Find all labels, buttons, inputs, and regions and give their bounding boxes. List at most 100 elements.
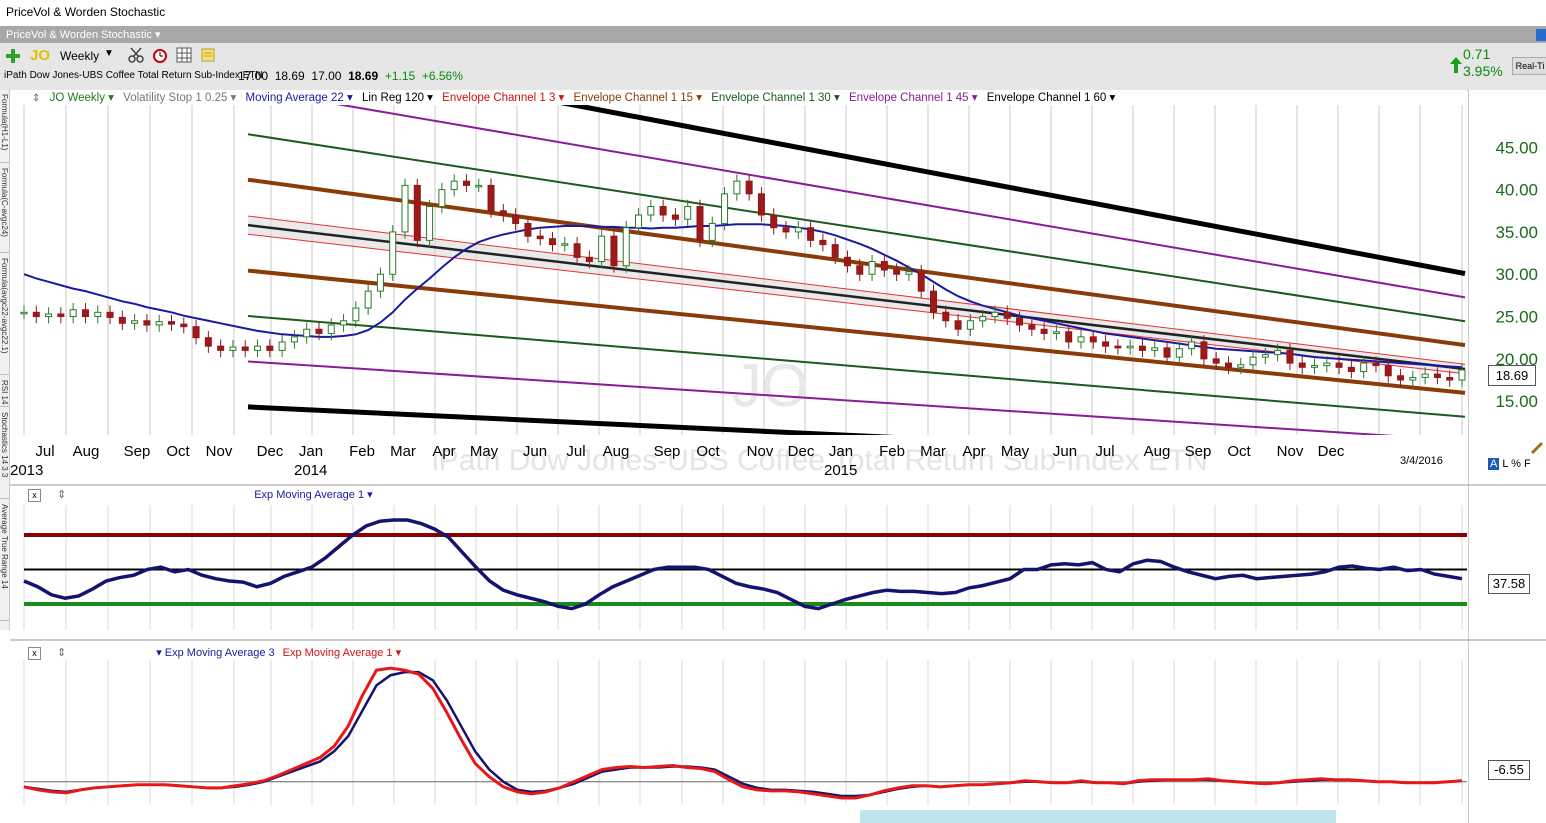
legend-envelope-15[interactable]: Envelope Channel 1 15 ▾	[573, 92, 703, 104]
candle-body	[1065, 331, 1073, 343]
last-date-label: 3/4/2016	[1400, 455, 1443, 467]
panel3-legend-b[interactable]: Exp Moving Average 1	[282, 647, 393, 659]
legend-envelope-3[interactable]: Envelope Channel 1 3 ▾	[442, 92, 565, 104]
candle-body	[966, 320, 974, 330]
candle-body	[1298, 362, 1306, 368]
candle-body	[1151, 347, 1159, 351]
candle-body	[905, 271, 913, 275]
month-label: Oct	[1227, 443, 1251, 460]
candle-body	[1274, 349, 1282, 356]
panel2-drag-icon[interactable]: ⇕	[57, 489, 67, 501]
candle-body	[1446, 376, 1454, 381]
year-label: 2015	[824, 462, 857, 479]
candle-body	[1237, 364, 1245, 368]
candle-body	[831, 244, 839, 258]
candle-body	[192, 326, 200, 339]
legend-lin-reg[interactable]: Lin Reg 120 ▾	[361, 92, 433, 104]
candle-body	[942, 311, 950, 322]
legend-jo-weekly[interactable]: JO Weekly ▾	[49, 92, 114, 104]
legend-envelope-30[interactable]: Envelope Channel 1 30 ▾	[711, 92, 840, 104]
blue-flag-icon	[1536, 29, 1546, 41]
candle-body	[278, 341, 286, 351]
note-icon[interactable]	[200, 47, 216, 63]
sidetab-rsi[interactable]: RSI 14	[0, 376, 9, 407]
price-axis-panel	[1468, 90, 1546, 823]
panel2-legend[interactable]: Exp Moving Average 1 ▾	[254, 489, 373, 501]
candle-body	[475, 184, 483, 188]
envelope-line	[247, 268, 1466, 395]
year-label: 2014	[294, 462, 327, 479]
envelope-line	[247, 177, 1466, 348]
sidetab-formula-3[interactable]: Formula(avgc22-avgc22.1)	[0, 254, 9, 375]
envelope-line	[247, 233, 1466, 375]
axis-mode-buttons[interactable]: A L % F	[1488, 458, 1531, 470]
axis-mode-a[interactable]: A	[1488, 458, 1500, 470]
axis-mode-rest[interactable]: L % F	[1502, 458, 1531, 470]
sidetab-atr[interactable]: Average True Range 14	[0, 500, 9, 621]
legend-moving-average[interactable]: Moving Average 22 ▾	[245, 92, 353, 104]
candle-body	[1261, 354, 1269, 358]
candle-body	[487, 184, 495, 212]
panel2-close-button[interactable]: x	[28, 489, 41, 502]
scissors-icon[interactable]	[128, 47, 144, 63]
candle-body	[868, 261, 876, 275]
month-label: Jun	[1053, 443, 1077, 460]
candle-body	[413, 184, 421, 241]
candle-body	[1102, 341, 1110, 347]
legend-envelope-45[interactable]: Envelope Channel 1 45 ▾	[849, 92, 978, 104]
candle-body	[757, 193, 765, 216]
month-label: Dec	[788, 443, 815, 460]
candle-body	[180, 323, 188, 328]
month-label: Nov	[747, 443, 774, 460]
candle-body	[376, 273, 384, 292]
layout-selector[interactable]: PriceVol & Worden Stochastic ▾	[6, 29, 161, 41]
pencil-icon[interactable]	[1530, 441, 1544, 455]
candle-body	[1126, 345, 1134, 349]
panel3-close-button[interactable]: x	[28, 647, 41, 660]
candle-body	[622, 227, 630, 267]
candle-body	[659, 206, 667, 216]
month-label: Mar	[390, 443, 416, 460]
candle-body	[917, 271, 925, 292]
add-icon[interactable]	[5, 48, 21, 64]
period-dropdown[interactable]: Weekly	[60, 49, 100, 63]
candle-body	[1003, 311, 1011, 319]
candle-body	[954, 320, 962, 330]
month-label: Apr	[432, 443, 455, 460]
candle-body	[1028, 324, 1036, 330]
candle-body	[684, 206, 692, 220]
envelope-line	[247, 360, 1395, 435]
candle-body	[696, 206, 704, 241]
candle-body	[1384, 365, 1392, 377]
candle-body	[143, 320, 151, 326]
candle-body	[561, 243, 569, 246]
alarm-icon[interactable]	[152, 47, 168, 63]
panel3-header: x ⇕ ▾ Exp Moving Average 3 Exp Moving Avera…	[28, 646, 401, 660]
month-label: Aug	[73, 443, 100, 460]
legend-volatility-stop[interactable]: Volatility Stop 1 0.25 ▾	[123, 92, 237, 104]
grid-icon[interactable]	[176, 47, 192, 63]
sidetab-formula-2[interactable]: Formula(C-avgc24)	[0, 164, 9, 253]
candle-body	[524, 222, 532, 237]
side-change: 0.71 3.95%	[1463, 46, 1503, 80]
sidetab-formula-1[interactable]: Formula(H1-L1)	[0, 90, 9, 163]
legend-envelope-60[interactable]: Envelope Channel 1 60 ▾	[986, 92, 1116, 104]
realtime-button[interactable]: Real-Ti	[1512, 57, 1546, 75]
chevron-down-icon[interactable]: ▼	[104, 48, 114, 59]
high-value: 18.69	[274, 69, 305, 83]
horizontal-scrollbar[interactable]	[860, 810, 1336, 823]
candle-body	[426, 206, 434, 241]
candle-body	[671, 214, 679, 220]
panel3-drag-icon[interactable]: ⇕	[57, 647, 67, 659]
sidetab-stochastics[interactable]: Stochastics 14 3 3	[0, 408, 9, 499]
candle-body	[94, 311, 102, 318]
symbol-label[interactable]: JO	[30, 47, 51, 64]
candle-body	[794, 227, 802, 233]
candle-body	[635, 214, 643, 229]
panel3-legend-a[interactable]: Exp Moving Average 3	[164, 647, 275, 659]
last-value: 18.69	[348, 69, 379, 83]
quote-line: 17.00 18.69 17.00 18.69 +1.15 +6.56%	[238, 69, 463, 83]
candle-body	[1397, 375, 1405, 381]
drag-handle-icon[interactable]: ⇕	[32, 93, 41, 104]
